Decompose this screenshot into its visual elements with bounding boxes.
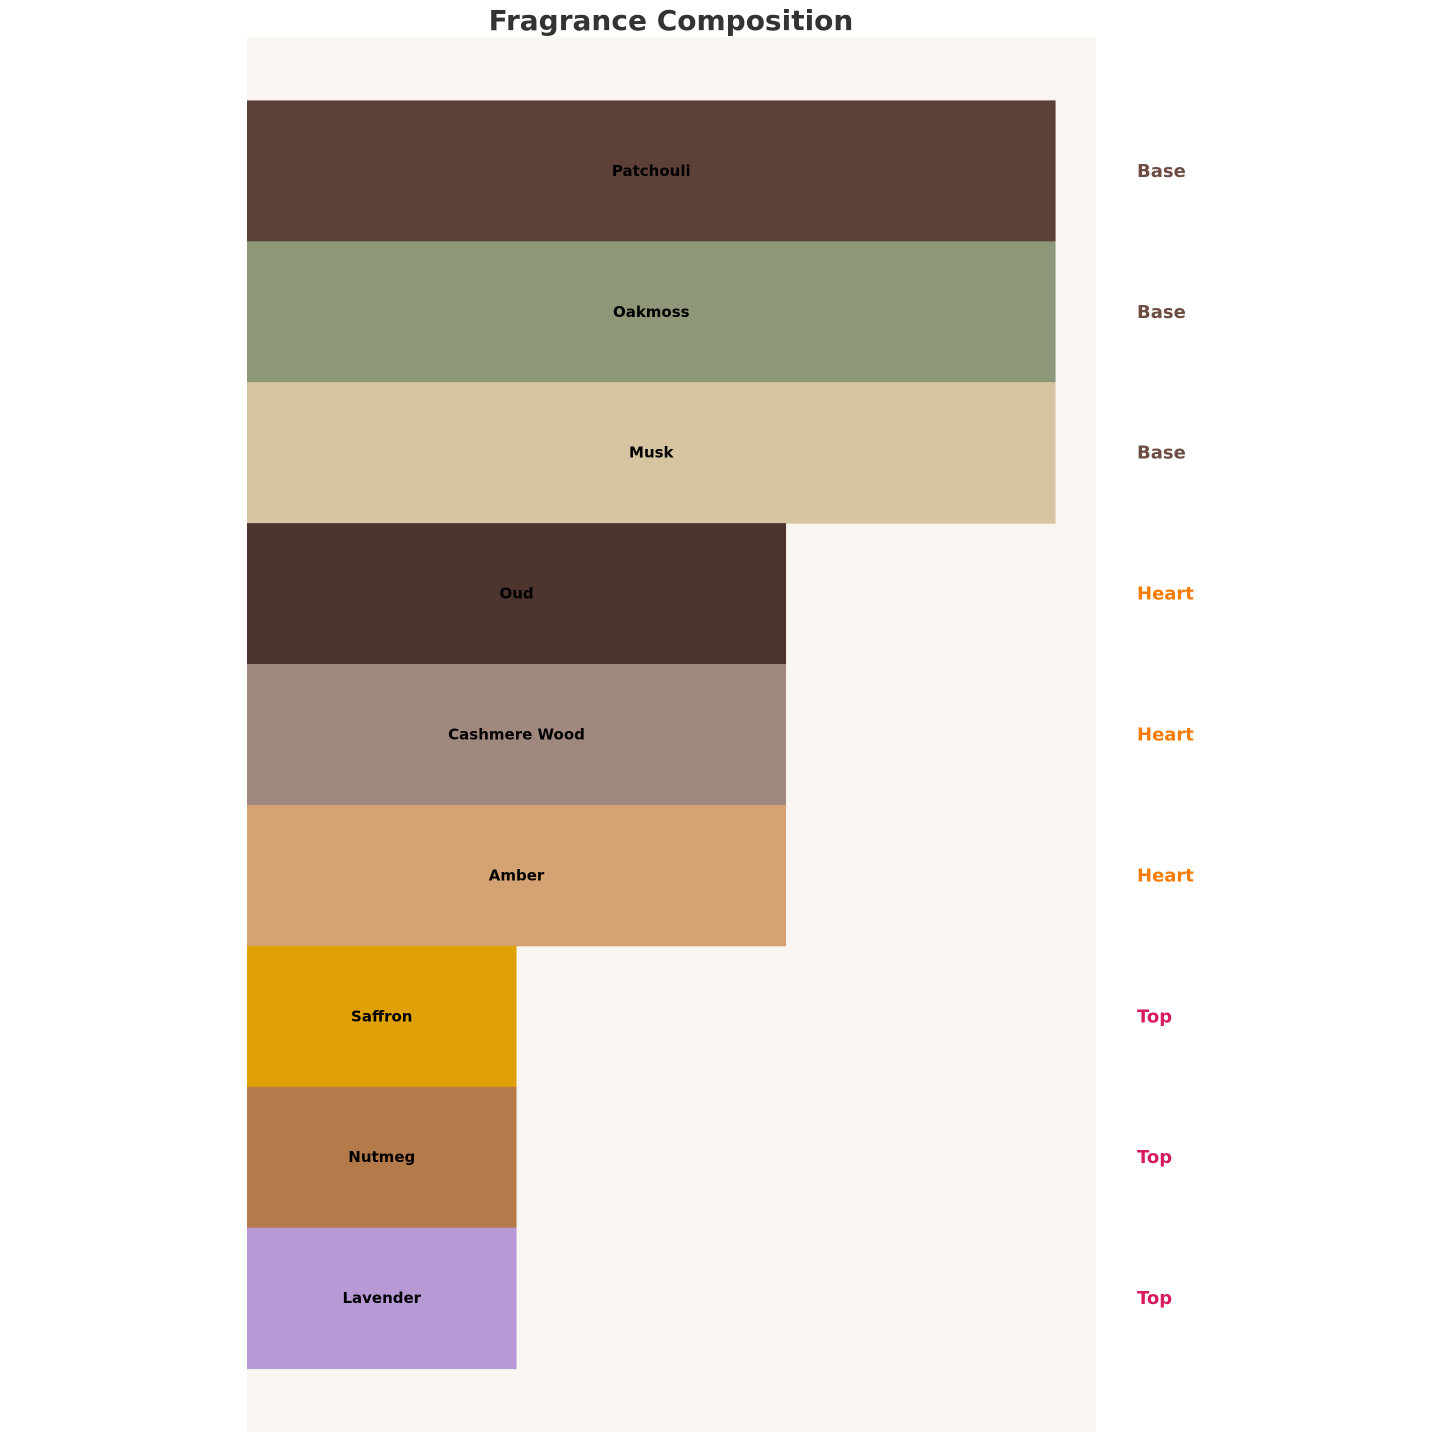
bar-oud <box>247 523 787 665</box>
bar-label: Saffron <box>351 1007 412 1025</box>
bar-label: Oakmoss <box>613 303 690 321</box>
layer-label: Base <box>1137 302 1186 323</box>
layer-label: Base <box>1137 161 1186 182</box>
bar-label: Patchouli <box>612 162 691 180</box>
bar-oakmoss <box>247 241 1056 383</box>
bar-nutmeg <box>247 1086 517 1229</box>
bar-lavender <box>247 1227 517 1370</box>
bar-labels: Patchouli Oakmoss Musk Oud Cashmere Wood Ambe… <box>342 162 690 1307</box>
bar-label: Amber <box>489 866 545 884</box>
layer-label: Base <box>1137 443 1186 464</box>
layer-label: Heart <box>1137 725 1194 746</box>
bar-musk <box>247 382 1056 524</box>
bar-label: Nutmeg <box>348 1148 415 1166</box>
layer-label: Heart <box>1137 865 1194 886</box>
bar-label: Lavender <box>342 1289 421 1307</box>
bar-saffron <box>247 945 517 1088</box>
bar-amber <box>247 804 787 947</box>
bar-label: Cashmere Wood <box>448 726 585 744</box>
layer-label: Top <box>1137 1006 1172 1027</box>
bar-cashmere-wood <box>247 664 787 806</box>
chart-title: Fragrance Composition <box>489 4 854 37</box>
layer-label: Top <box>1137 1147 1172 1168</box>
bar-label: Oud <box>499 585 533 603</box>
layer-labels: Base Base Base Heart Heart Heart Top Top Top <box>1137 161 1194 1309</box>
bars <box>247 100 1056 1370</box>
layer-label: Top <box>1137 1288 1172 1309</box>
bar-patchouli <box>247 100 1056 242</box>
bar-label: Musk <box>629 444 675 462</box>
layer-label: Heart <box>1137 584 1194 605</box>
